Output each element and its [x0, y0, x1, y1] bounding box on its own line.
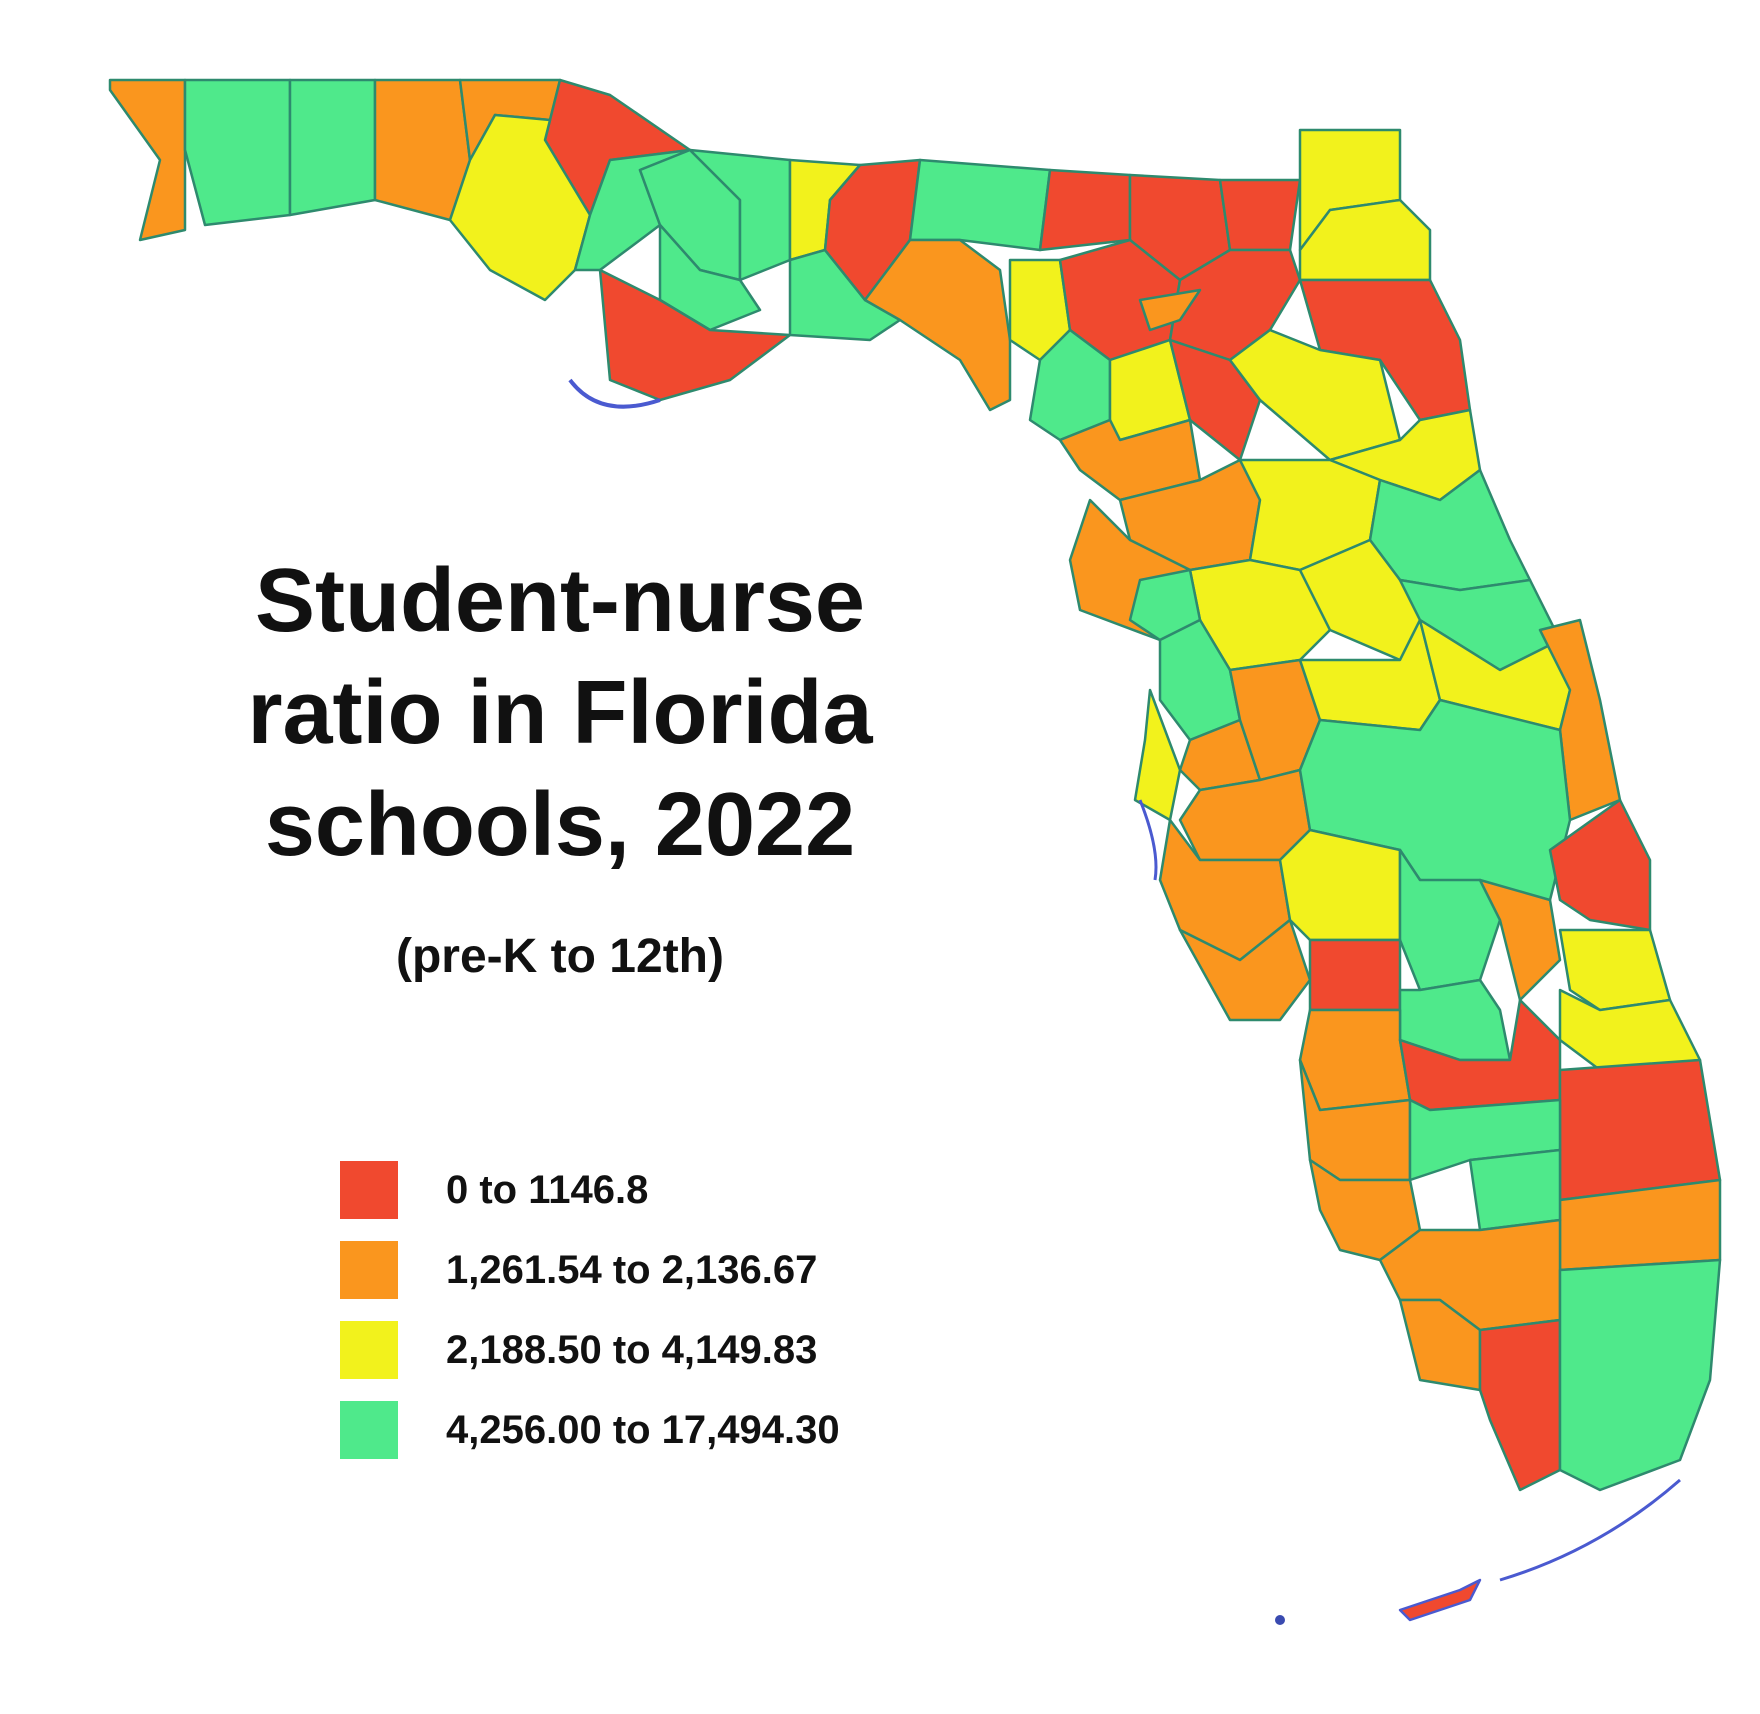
county-region	[183, 78, 292, 227]
legend-label: 0 to 1146.8	[446, 1167, 649, 1212]
county-region	[1133, 688, 1182, 822]
legend-swatch	[340, 1241, 398, 1299]
county-region	[1278, 828, 1402, 942]
legend-swatch	[340, 1401, 398, 1459]
county-region	[1218, 178, 1302, 252]
county-region	[1558, 1258, 1722, 1492]
county-region	[1558, 1058, 1722, 1202]
county-region	[108, 78, 187, 242]
county-region	[1478, 878, 1562, 1002]
county-region	[908, 158, 1052, 252]
county-region	[1468, 1148, 1562, 1232]
legend-swatch	[340, 1321, 398, 1379]
legend-label: 4,256.00 to 17,494.30	[446, 1407, 840, 1452]
legend-item: 0 to 1146.8	[340, 1150, 840, 1230]
county-region	[1478, 1318, 1562, 1492]
coast-detail	[568, 378, 661, 409]
keys-region	[1398, 1578, 1482, 1622]
county-region	[688, 148, 792, 282]
legend-swatch	[340, 1161, 398, 1219]
county-region	[863, 238, 1012, 412]
legend-item: 1,261.54 to 2,136.67	[340, 1230, 840, 1310]
title-block: Student-nurse ratio in Florida schools, …	[150, 545, 970, 984]
keys-chain	[1499, 1478, 1681, 1582]
coast-detail	[1138, 799, 1158, 881]
legend-label: 2,188.50 to 4,149.83	[446, 1327, 818, 1372]
legend-item: 4,256.00 to 17,494.30	[340, 1390, 840, 1470]
county-region	[288, 78, 377, 217]
county-region	[1058, 418, 1202, 502]
county-region	[1228, 328, 1402, 462]
legend: 0 to 1146.8 1,261.54 to 2,136.67 2,188.5…	[340, 1150, 840, 1470]
map-title-line-3: schools, 2022	[264, 775, 856, 875]
county-region	[1298, 1008, 1412, 1112]
legend-label: 1,261.54 to 2,136.67	[446, 1247, 818, 1292]
map-title-line-1: Student-nurse	[254, 551, 865, 651]
county-region	[1308, 938, 1402, 1012]
legend-item: 2,188.50 to 4,149.83	[340, 1310, 840, 1390]
county-region	[1538, 618, 1622, 822]
map-title-line-2: ratio in Florida	[247, 663, 873, 763]
county-region	[1038, 168, 1132, 252]
keys-dot	[1275, 1615, 1285, 1625]
county-region	[1138, 288, 1202, 332]
county-region	[1398, 848, 1502, 992]
county-region	[598, 268, 792, 402]
map-subtitle: (pre-K to 12th)	[396, 930, 724, 983]
